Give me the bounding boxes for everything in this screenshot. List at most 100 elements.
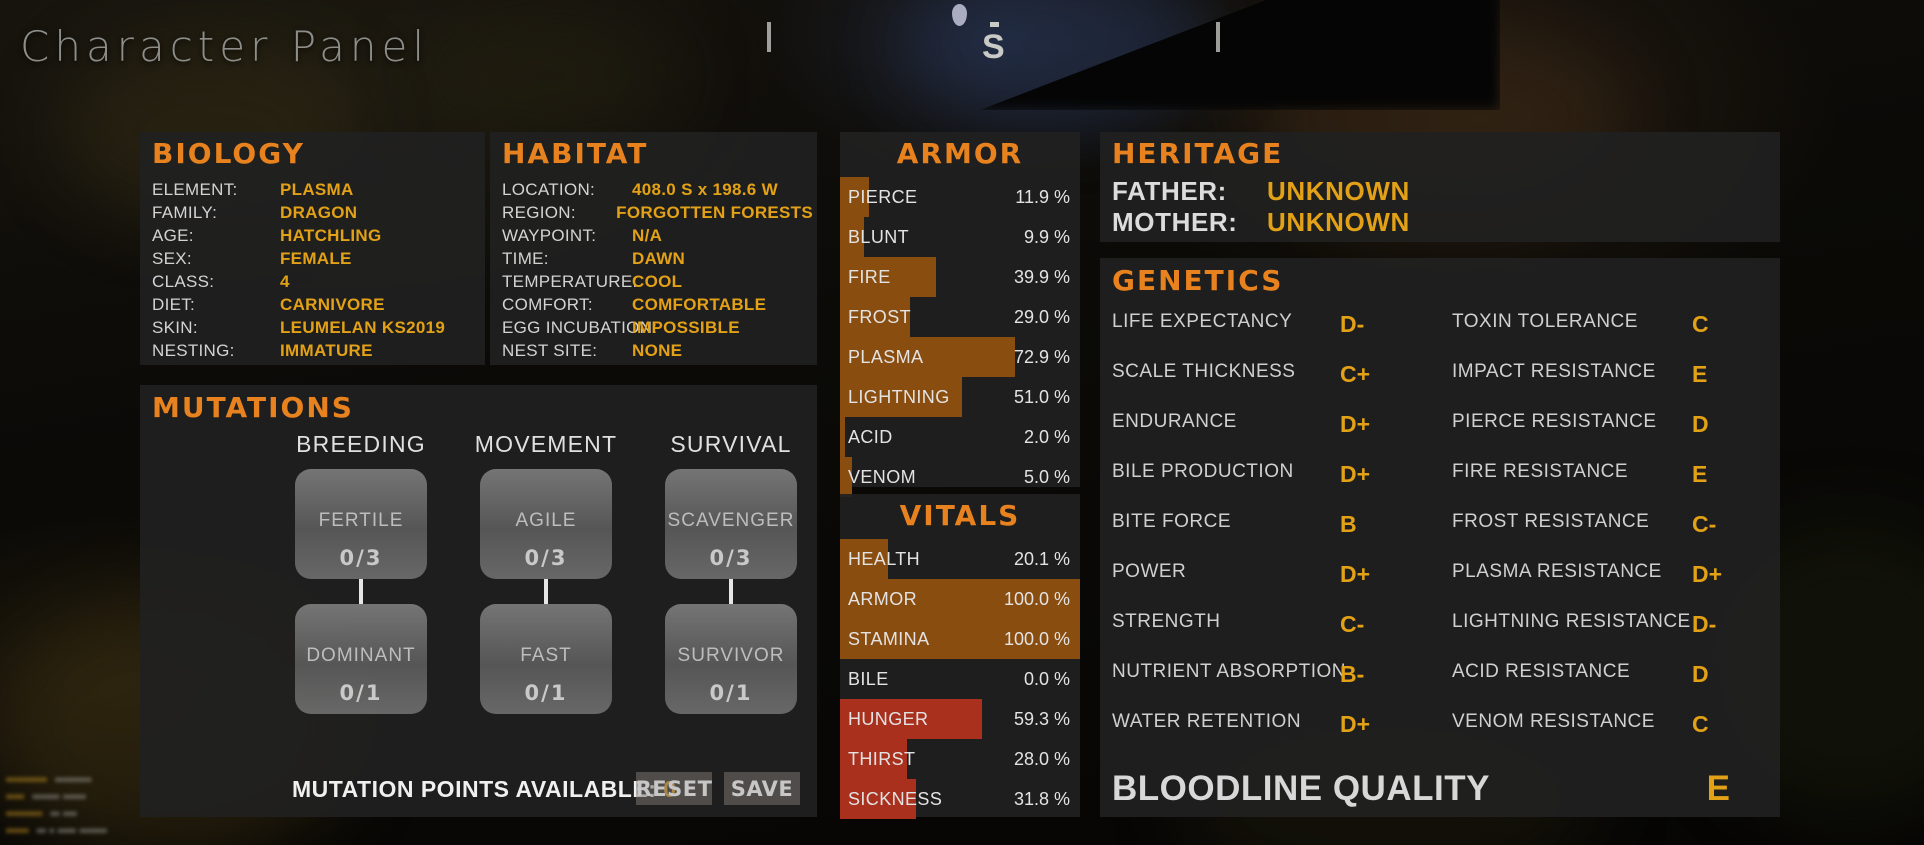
vitals-bar-value: 31.8 % xyxy=(1013,788,1070,809)
biology-value: 4 xyxy=(280,272,290,291)
mutation-column-movement: MOVEMENT AGILE 0/3 FAST 0/1 xyxy=(471,431,621,714)
habitat-row: TIME: DAWN xyxy=(502,247,813,270)
biology-rows: ELEMENT: PLASMA FAMILY: DRAGON AGE: HATCHLING… xyxy=(152,178,477,362)
gene-right-row: IMPACT RESISTANCE E xyxy=(1452,361,1772,411)
habitat-key: EGG INCUBATION: xyxy=(502,318,658,337)
mutation-node-name: AGILE xyxy=(515,510,577,531)
biology-key: NESTING: xyxy=(152,341,235,360)
gene-right-grade: E xyxy=(1692,361,1708,387)
genetics-panel: GENETICS LIFE EXPECTANCY D- SCALE THICKNES… xyxy=(1100,258,1780,817)
armor-bar-row: BLUNT 9.9 % xyxy=(840,217,1080,257)
armor-bar-value: 29.0 % xyxy=(1013,306,1070,327)
mutation-category-label: BREEDING xyxy=(296,431,426,457)
gene-right-row: FIRE RESISTANCE E xyxy=(1452,461,1772,511)
habitat-row: REGION: FORGOTTEN FORESTS xyxy=(502,201,813,224)
habitat-panel: HABITAT LOCATION: 408.0 S x 198.6 W REGION… xyxy=(490,132,817,365)
vitals-bar-label: SICKNESS xyxy=(848,788,943,809)
vitals-rows: HEALTH 20.1 % ARMOR 100.0 % STAMINA 100.0 % BI… xyxy=(840,539,1080,819)
vitals-bar-value: 0.0 % xyxy=(1023,668,1070,689)
habitat-key: NEST SITE: xyxy=(502,341,598,360)
biology-row: AGE: HATCHLING xyxy=(152,224,477,247)
gene-right-name: PLASMA RESISTANCE xyxy=(1452,561,1662,582)
mutation-node-name: SCAVENGER xyxy=(667,510,795,531)
gene-left-row: WATER RETENTION D+ xyxy=(1112,711,1432,761)
vitals-bar-fill xyxy=(840,779,917,819)
heritage-value: UNKNOWN xyxy=(1267,176,1410,206)
save-button[interactable]: SAVE xyxy=(724,772,800,805)
habitat-key: LOCATION: xyxy=(502,180,596,199)
heritage-panel: HERITAGE FATHER: UNKNOWN MOTHER: UNKNOWN xyxy=(1100,132,1780,242)
vitals-bar-label: ARMOR xyxy=(848,588,917,609)
armor-bar-value: 72.9 % xyxy=(1013,346,1070,367)
habitat-title: HABITAT xyxy=(502,137,649,170)
armor-bar-row: PIERCE 11.9 % xyxy=(840,177,1080,217)
armor-bar-value: 51.0 % xyxy=(1013,386,1070,407)
habitat-value: 408.0 S x 198.6 W xyxy=(632,180,778,199)
vitals-bar-value: 100.0 % xyxy=(1003,588,1070,609)
compass-direction-south: S xyxy=(982,28,1005,66)
gene-left-row: STRENGTH C- xyxy=(1112,611,1432,661)
armor-bar-row: PLASMA 72.9 % xyxy=(840,337,1080,377)
gene-left-grade: D+ xyxy=(1340,561,1371,587)
mutation-node-dominant[interactable]: DOMINANT 0/1 xyxy=(295,604,427,714)
gene-right-name: FIRE RESISTANCE xyxy=(1452,461,1629,482)
gene-left-name: POWER xyxy=(1112,561,1187,582)
armor-bar-label: BLUNT xyxy=(848,226,910,247)
chat-line: ••••• •• • •••• •••••• xyxy=(6,823,107,838)
biology-value: CARNIVORE xyxy=(280,295,385,314)
mutation-link-line xyxy=(729,579,733,604)
gene-left-row: BITE FORCE B xyxy=(1112,511,1432,561)
vitals-bar-label: THIRST xyxy=(848,748,916,769)
heritage-row: MOTHER: UNKNOWN xyxy=(1112,207,1410,238)
mutation-node-name: FERTILE xyxy=(318,510,404,531)
gene-right-row: FROST RESISTANCE C- xyxy=(1452,511,1772,561)
biology-key: AGE: xyxy=(152,226,194,245)
gene-left-name: STRENGTH xyxy=(1112,611,1221,632)
biology-value: LEUMELAN KS2019 xyxy=(280,318,446,337)
mutation-node-survivor[interactable]: SURVIVOR 0/1 xyxy=(665,604,797,714)
gene-left-row: SCALE THICKNESS C+ xyxy=(1112,361,1432,411)
mutation-node-count: 0/3 xyxy=(524,546,568,570)
gene-right-grade: D xyxy=(1692,661,1709,687)
armor-bar-value: 11.9 % xyxy=(1015,186,1070,207)
mutation-node-fast[interactable]: FAST 0/1 xyxy=(480,604,612,714)
biology-key: CLASS: xyxy=(152,272,215,291)
biology-key: SKIN: xyxy=(152,318,198,337)
page-title: Character Panel xyxy=(20,22,430,71)
gene-right-name: VENOM RESISTANCE xyxy=(1452,711,1655,732)
armor-bar-label: FROST xyxy=(848,306,911,327)
armor-bar-fill xyxy=(840,457,852,497)
mutation-node-fertile[interactable]: FERTILE 0/3 xyxy=(295,469,427,579)
vitals-bar-label: HUNGER xyxy=(848,708,929,729)
vitals-bar-row: HEALTH 20.1 % xyxy=(840,539,1080,579)
habitat-key: TEMPERATURE: xyxy=(502,272,638,291)
gene-left-grade: B- xyxy=(1340,661,1365,687)
reset-button[interactable]: RESET xyxy=(636,772,712,805)
habitat-value: NONE xyxy=(632,341,683,360)
gene-right-name: IMPACT RESISTANCE xyxy=(1452,361,1656,382)
genetics-title: GENETICS xyxy=(1112,264,1284,297)
compass-dash xyxy=(990,22,999,27)
vitals-bar-value: 59.3 % xyxy=(1013,708,1070,729)
mutations-title: MUTATIONS xyxy=(152,391,354,424)
gene-left-name: ENDURANCE xyxy=(1112,411,1237,432)
gene-right-grade: C xyxy=(1692,711,1709,737)
compass: S xyxy=(0,0,1924,74)
biology-row: SEX: FEMALE xyxy=(152,247,477,270)
vitals-title: VITALS xyxy=(899,499,1021,532)
gene-right-row: VENOM RESISTANCE C xyxy=(1452,711,1772,761)
bloodline-quality-grade: E xyxy=(1706,769,1730,808)
gene-right-row: LIGHTNING RESISTANCE D- xyxy=(1452,611,1772,661)
mutation-node-name: FAST xyxy=(520,645,572,666)
mutation-node-scavenger[interactable]: SCAVENGER 0/3 xyxy=(665,469,797,579)
habitat-row: NEST SITE: NONE xyxy=(502,339,813,362)
armor-bar-fill xyxy=(840,217,864,257)
gene-left-grade: C+ xyxy=(1340,361,1371,387)
mutation-column-breeding: BREEDING FERTILE 0/3 DOMINANT 0/1 xyxy=(286,431,436,714)
biology-row: FAMILY: DRAGON xyxy=(152,201,477,224)
mutation-node-count: 0/1 xyxy=(524,681,568,705)
mutation-node-agile[interactable]: AGILE 0/3 xyxy=(480,469,612,579)
habitat-row: EGG INCUBATION: IMPOSSIBLE xyxy=(502,316,813,339)
vitals-bar-label: HEALTH xyxy=(848,548,921,569)
mutation-points-label: MUTATION POINTS AVAILABLE: xyxy=(292,776,657,802)
